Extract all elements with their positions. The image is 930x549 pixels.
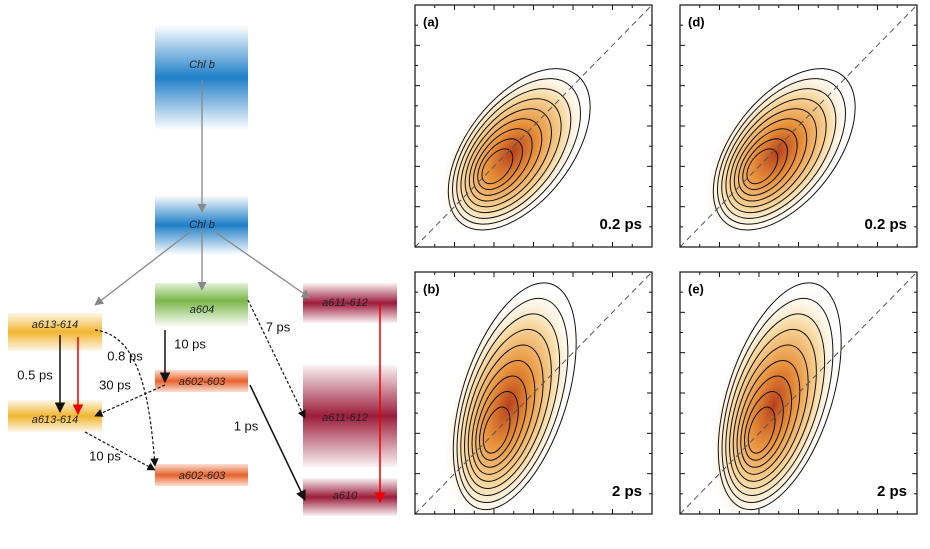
contour [464,108,552,208]
contour [740,375,793,468]
contour [744,391,784,461]
red-arrows [72,303,386,504]
spectrum-panel: (e) 2 ps [679,271,918,515]
contour [733,118,808,202]
level-label: a602-603 [179,470,226,482]
spectra-panels: (a) 0.2 ps (d) 0.2 ps (b) 2 ps (e) 2 ps [414,4,918,515]
level-label: a613-614 [32,414,79,426]
contour [479,391,519,461]
panel-content [680,5,917,247]
level-band [303,283,397,323]
transfer-time: 10 ps [89,448,121,463]
contour [460,313,561,496]
level-label: a611-612 [322,297,368,309]
contour [467,344,544,482]
contour [729,108,817,208]
contour [725,313,826,496]
signal-blob [704,70,851,236]
contour [456,88,572,219]
diagonal [680,5,917,247]
level-band [155,464,248,486]
contour [460,98,562,214]
contour [468,118,543,202]
transfer-time: 0.5 ps [17,367,53,382]
contour [736,359,801,475]
level-band [155,370,248,392]
panel-letter: (a) [423,14,439,29]
transfer-time: 0.8 ps [107,348,143,363]
contour [725,98,827,214]
signal-blob [439,70,586,236]
panel-time: 2 ps [612,483,642,500]
contour [471,359,536,475]
transfer-time: 1 ps [234,418,259,433]
contour [742,138,788,190]
dashed-arrows [84,299,306,471]
contour [473,128,533,196]
transfer-time: 7 ps [266,319,291,334]
contour [477,138,523,190]
panel-time: 0.2 ps [599,216,642,233]
panel-time: 2 ps [877,483,907,500]
diagonal [415,5,652,247]
panel-content [415,5,652,247]
spectrum-panel: (b) 2 ps [414,271,653,515]
signal-blob [709,289,838,514]
panel-time: 0.2 ps [864,216,907,233]
contour [452,78,581,225]
contour [721,297,834,504]
transfer-time: 30 ps [99,377,131,392]
contour [729,328,817,489]
transfer-time: 10 ps [174,336,206,351]
level-band [8,313,102,351]
contour [747,406,776,454]
panel-content [415,272,652,514]
contour [721,88,837,219]
contour [475,375,528,468]
panel-letter: (b) [423,281,440,296]
solid-arrows [54,330,306,501]
gray-arrows [94,80,311,306]
contour [464,328,552,489]
panel-letter: (d) [688,14,705,29]
level-label: Chl b [189,219,215,231]
level-label: a611-612 [322,412,368,424]
contour [712,68,856,231]
signal-blob [444,289,573,514]
contour [732,344,809,482]
spectrum-panel: (a) 0.2 ps [414,4,653,248]
level-label: a602-603 [179,376,226,388]
contour [482,406,511,454]
level-label: Chl b [189,59,215,71]
panel-letter: (e) [688,281,704,296]
level-label: a604 [190,304,214,316]
diagonal [415,272,652,514]
level-label: a613-614 [32,319,79,331]
level-label: a610 [333,490,358,502]
contour [717,282,842,511]
spectrum-panel: (d) 0.2 ps [679,4,918,248]
contour [738,128,798,196]
energy-diagram: Chl b Chl b a604 a613-614 a613-614 a602-… [8,25,397,516]
diagonal [680,272,917,514]
contour [447,68,591,231]
contour [452,282,577,511]
level-band [303,365,397,467]
contour [717,78,846,225]
contour [456,297,569,504]
panel-content [680,272,917,514]
